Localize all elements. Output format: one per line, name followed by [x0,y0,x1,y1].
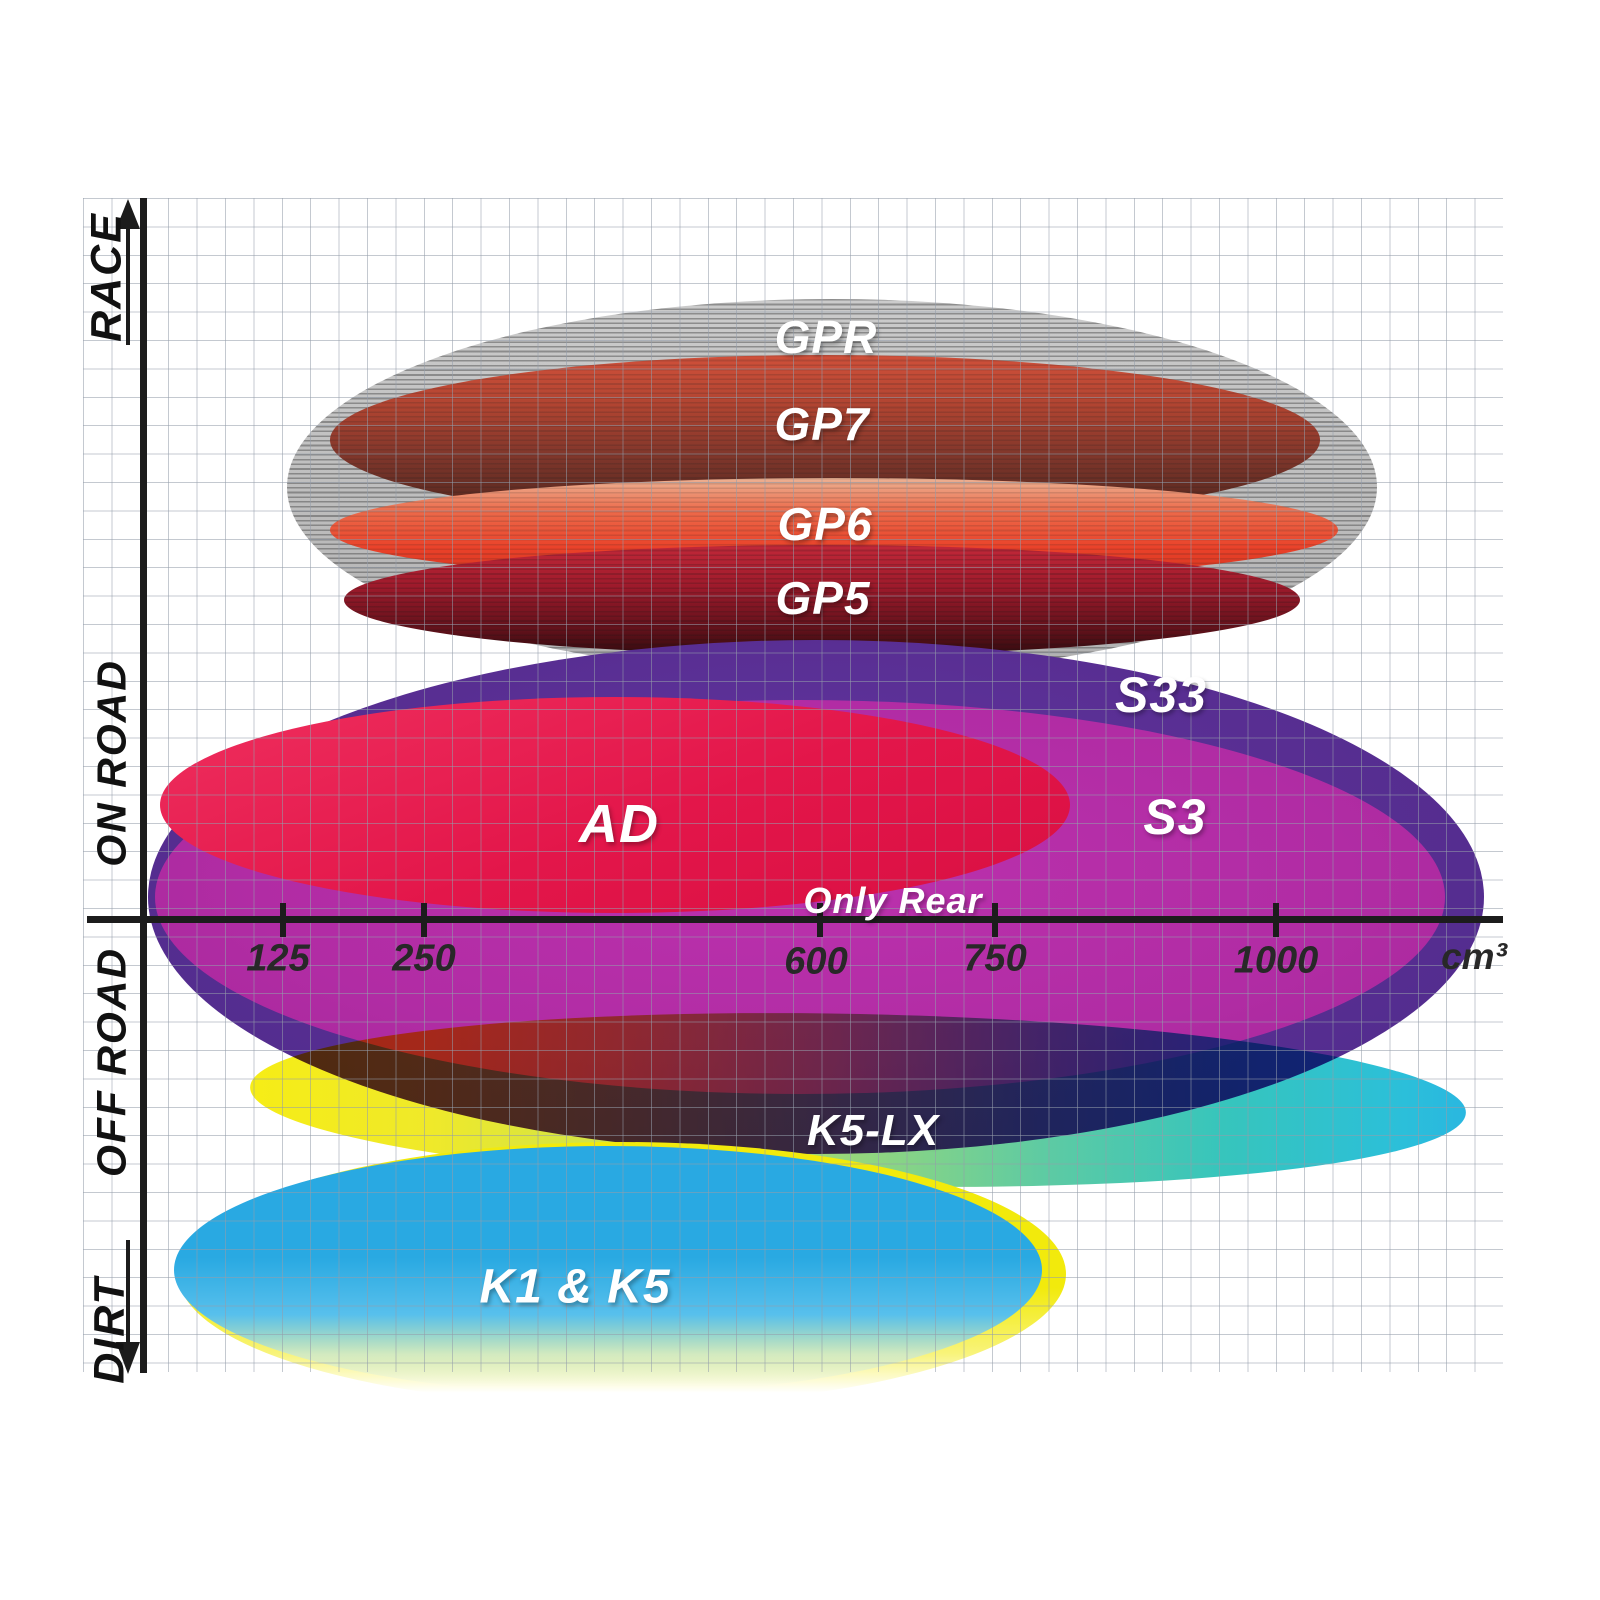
label-s3: S3 [1143,789,1207,845]
y-label-dirt: DIRT [85,1276,134,1384]
race-arrow-line [126,222,130,345]
y-label-off-road: OFF ROAD [88,946,135,1178]
label-gp7: GP7 [774,398,870,450]
x-tick-1000 [1273,903,1279,937]
x-tick-250 [421,903,427,937]
label-gp6: GP6 [777,498,873,550]
label-gp5: GP5 [775,572,871,624]
y-label-race: RACE [82,212,131,342]
x-tick-label-125: 125 [246,937,310,980]
x-tick-label-750: 750 [963,937,1027,980]
label-k5lx: K5-LX [806,1106,940,1155]
x-tick-label-600: 600 [784,940,848,983]
label-gpr: GPR [774,311,878,363]
x-axis-line [87,916,1503,923]
label-ad: AD [579,794,659,854]
x-tick-750 [992,903,998,937]
race-arrow-up-icon [116,199,140,229]
x-tick-125 [280,903,286,937]
y-axis-line [140,198,147,1373]
x-tick-600 [817,903,823,937]
dirt-arrow-line [126,1240,130,1344]
y-label-on-road: ON ROAD [88,659,135,867]
x-axis-unit-label: cm³ [1441,936,1507,977]
dirt-arrow-down-icon [116,1342,140,1374]
label-k1k5: K1 & K5 [479,1260,671,1314]
x-tick-label-1000: 1000 [1233,939,1319,982]
label-only-rear: Only Rear [803,880,983,921]
x-tick-label-250: 250 [392,937,456,980]
label-s33: S33 [1115,667,1207,723]
